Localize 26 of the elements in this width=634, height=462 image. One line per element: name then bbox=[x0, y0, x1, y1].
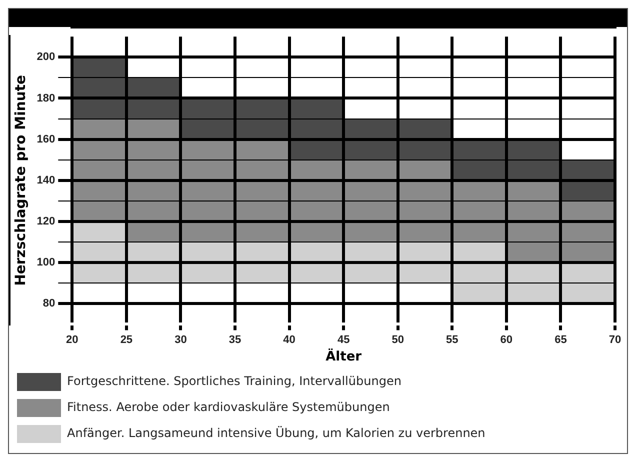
x-tick-label: 20 bbox=[66, 334, 78, 346]
bar bbox=[73, 57, 126, 119]
x-tick-label: 35 bbox=[228, 334, 242, 346]
y-axis-title: Herzschlagrate pro Minute bbox=[13, 74, 30, 286]
y-tick-label: 100 bbox=[36, 256, 56, 269]
bar bbox=[236, 98, 288, 140]
y-tick-label: 200 bbox=[36, 51, 56, 64]
x-tick-label: 65 bbox=[554, 334, 567, 346]
x-tick-label: 25 bbox=[120, 334, 133, 346]
legend-label: Fitness. Aerobe oder kardiovaskuläre Systemübungen bbox=[67, 400, 390, 414]
x-tick-label: 70 bbox=[608, 334, 622, 346]
legend-label: Anfänger. Langsameund intensive Übung, um Kalorien zu verbrennen bbox=[67, 426, 486, 440]
x-axis-title: Älter bbox=[326, 348, 362, 365]
x-tick-label: 45 bbox=[337, 334, 350, 346]
y-tick-label: 120 bbox=[36, 216, 56, 228]
y-tick-label: 140 bbox=[36, 174, 56, 186]
x-tick-label: 55 bbox=[446, 334, 458, 346]
y-tick-label: 80 bbox=[42, 298, 56, 310]
y-tick-label: 180 bbox=[36, 92, 56, 104]
y-tick-label: 160 bbox=[36, 133, 56, 146]
x-tick-label: 50 bbox=[392, 334, 404, 346]
legend-label: Fortgeschrittene. Sportliches Training, Intervallübungen bbox=[67, 374, 402, 388]
x-tick-label: 60 bbox=[500, 334, 513, 346]
bar bbox=[182, 98, 234, 140]
x-tick-label: 40 bbox=[283, 334, 296, 346]
x-tick-label: 30 bbox=[174, 334, 187, 346]
